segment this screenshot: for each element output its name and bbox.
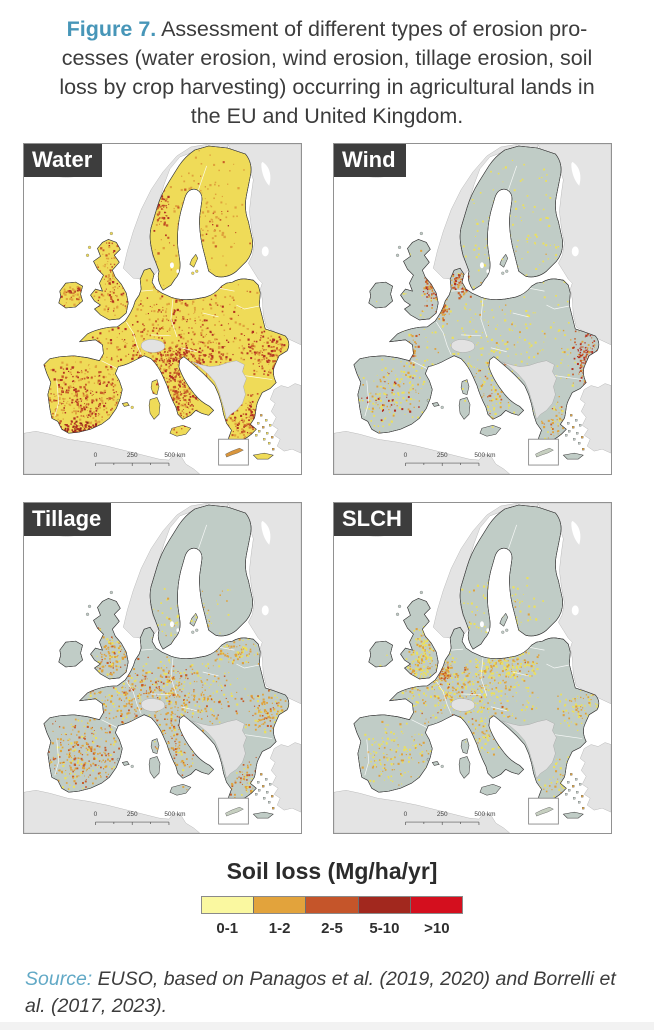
svg-text:250: 250 <box>437 452 448 459</box>
legend-swatch-2-5 <box>305 897 358 913</box>
legend-swatch-0-1 <box>202 897 254 913</box>
legend-swatch-5-10 <box>357 897 410 913</box>
source-label: Source: <box>25 968 93 990</box>
legend-title: Soil loss (Mg/ha/yr] <box>226 858 438 884</box>
panel-label-wind: Wind <box>334 144 406 177</box>
svg-text:500 km: 500 km <box>474 452 495 459</box>
legend-swatch->10 <box>409 897 463 913</box>
source-note: Source: EUSO, based on Panagos et al. (2… <box>25 966 631 1020</box>
europe-map-tillage: 0 250 500 km <box>24 503 301 833</box>
map-panel-tillage: 0 250 500 km Tillage <box>23 502 302 834</box>
scale-bar: 0 250 500 km <box>404 811 495 826</box>
figure-caption: Figure 7. Assessment of different types … <box>17 15 637 131</box>
legend-label-5-10: 5-10 <box>369 920 400 937</box>
legend-color-bar <box>201 896 463 914</box>
svg-text:500 km: 500 km <box>164 452 185 459</box>
source-text: EUSO, based on Panagos et al. (2019, 202… <box>25 968 616 1017</box>
figure-caption-text: Assessment of different types of erosion… <box>59 17 595 128</box>
legend: Soil loss (Mg/ha/yr] 0-1 1-2 2-5 5-10 >10 <box>5 858 654 937</box>
page-bottom-strip <box>0 1022 654 1030</box>
cyprus-inset <box>218 797 249 825</box>
legend-class-labels: 0-1 1-2 2-5 5-10 >10 <box>201 920 463 937</box>
figure-number: Figure 7. <box>66 17 157 41</box>
map-panel-slch: 0 250 500 km SLCH <box>333 502 612 834</box>
panel-label-water: Water <box>24 144 103 177</box>
svg-text:250: 250 <box>127 452 138 459</box>
europe-map-water: 0 250 500 km <box>24 144 301 474</box>
panel-label-slch: SLCH <box>334 503 412 536</box>
svg-text:0: 0 <box>404 452 408 459</box>
europe-map-slch: 0 250 500 km <box>334 503 611 833</box>
legend-label-0-1: 0-1 <box>216 920 239 937</box>
map-panel-wind: 0 250 500 km Wind <box>333 143 612 475</box>
cyprus-inset <box>528 797 559 825</box>
europe-map-wind: 0 250 500 km <box>334 144 611 474</box>
legend-label-1-2: 1-2 <box>268 920 291 937</box>
legend-label-2-5: 2-5 <box>321 920 343 937</box>
scale-bar: 0 250 500 km <box>404 452 495 467</box>
map-panel-water: 0 250 500 km Water <box>23 143 302 475</box>
cyprus-inset <box>218 438 249 466</box>
panel-label-tillage: Tillage <box>24 503 112 536</box>
svg-text:0: 0 <box>94 452 98 459</box>
scale-bar: 0 250 500 km <box>94 811 185 826</box>
cyprus-inset <box>528 438 559 466</box>
scale-bar: 0 250 500 km <box>94 452 185 467</box>
legend-swatch-1-2 <box>253 897 306 913</box>
legend-label->10: >10 <box>424 920 450 937</box>
